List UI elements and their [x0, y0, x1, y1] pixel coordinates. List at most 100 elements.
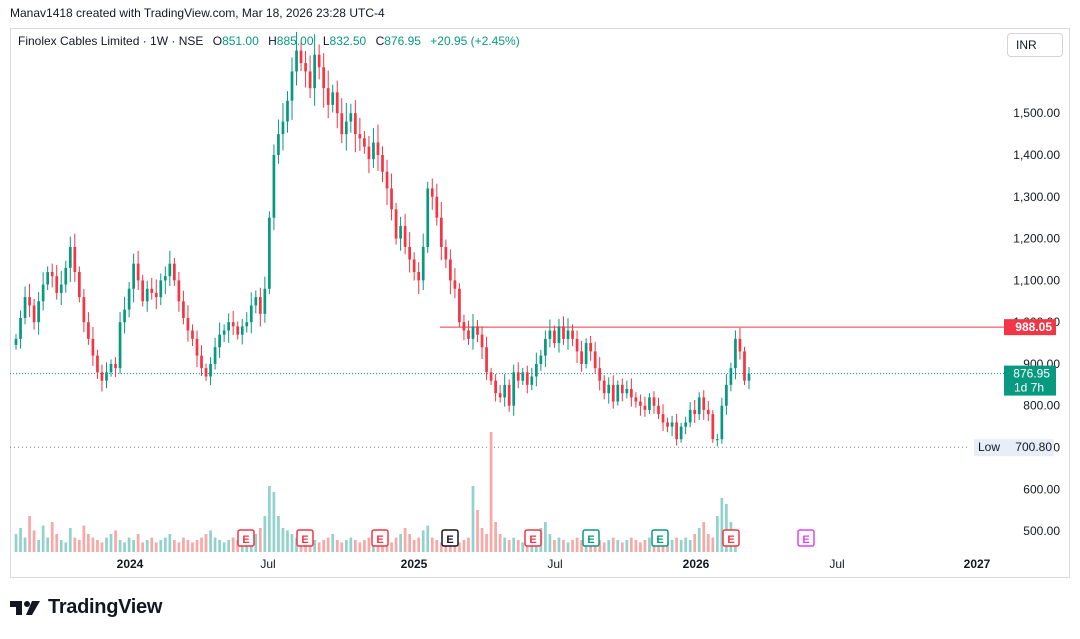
volume-bar — [349, 537, 353, 552]
earnings-marker-label: E — [727, 534, 734, 546]
countdown-label: 1d 7h — [1014, 381, 1044, 395]
candle-body — [390, 188, 393, 210]
candle-body — [14, 338, 18, 345]
candle-body — [530, 376, 534, 385]
volume-bar — [611, 537, 615, 552]
volume-bar — [367, 537, 371, 552]
candle-body — [607, 384, 611, 394]
volume-bar — [87, 534, 90, 552]
volume-bar — [566, 542, 570, 552]
y-tick-label: 600.00 — [1023, 482, 1060, 496]
earnings-marker-label: E — [301, 534, 308, 546]
candle-body — [231, 322, 235, 327]
volume-bar — [408, 534, 412, 552]
candle-body — [702, 397, 706, 410]
candle-body — [100, 372, 104, 381]
candle-body — [109, 363, 113, 373]
candle-body — [358, 134, 362, 139]
volume-bar — [630, 537, 633, 552]
candle-body — [335, 92, 339, 114]
volume-bar — [503, 537, 507, 552]
candle-body — [308, 71, 312, 89]
earnings-marker-label: E — [587, 534, 594, 546]
candle-body — [127, 288, 131, 310]
candle-body — [145, 288, 149, 302]
volume-bar — [28, 516, 31, 552]
candle-body — [227, 322, 231, 331]
volume-bar — [648, 537, 651, 552]
candle-body — [734, 338, 737, 369]
volume-bar — [150, 537, 154, 552]
candle-body — [521, 372, 525, 381]
volume-bar — [263, 516, 267, 552]
candle-body — [281, 121, 285, 135]
earnings-marker — [237, 529, 255, 547]
candle-body — [209, 363, 212, 377]
volume-bar — [634, 540, 638, 552]
volume-bar — [77, 540, 81, 552]
candle-body — [200, 355, 203, 369]
candle-body — [675, 422, 678, 440]
volume-bar — [403, 528, 407, 552]
volume-bar — [177, 542, 181, 552]
volume-bar — [358, 542, 362, 552]
volume-bar — [553, 540, 556, 552]
candle-body — [41, 284, 45, 302]
candle-body — [630, 389, 633, 398]
last-price-label: 876.95 — [1013, 367, 1050, 381]
high-label: H — [268, 34, 277, 48]
volume-bar — [363, 540, 366, 552]
candle-body — [118, 322, 122, 369]
candle-body — [154, 292, 158, 298]
volume-bar — [182, 537, 185, 552]
candle-body — [648, 397, 651, 410]
volume-bar — [720, 498, 724, 552]
earnings-marker — [441, 529, 459, 547]
currency-button[interactable]: INR — [1007, 33, 1063, 57]
candle-body — [720, 405, 724, 440]
candle-body — [141, 280, 145, 302]
y-tick-label: 1,200.00 — [1013, 232, 1060, 246]
candle-body — [412, 259, 416, 273]
volume-bar — [639, 542, 642, 552]
candle-body — [50, 272, 54, 277]
volume-bar — [467, 537, 470, 552]
x-tick-label: Jul — [260, 557, 275, 571]
volume-bar — [480, 528, 484, 552]
candle-body — [670, 422, 674, 427]
earnings-marker — [651, 529, 669, 547]
earnings-marker-label: E — [529, 534, 536, 546]
candle-body — [679, 426, 683, 440]
candle-body — [304, 63, 307, 72]
candle-body — [204, 368, 208, 377]
resistance-price-label: 988.05 — [1015, 320, 1052, 334]
volume-bar — [123, 542, 126, 552]
change-value: +20.95 (+2.45%) — [430, 34, 520, 48]
candle-body — [725, 384, 728, 406]
y-tick-label: 1,100.00 — [1013, 273, 1060, 287]
earnings-marker — [296, 529, 314, 547]
volume-bar — [684, 537, 688, 552]
x-tick-label: 2027 — [964, 557, 991, 571]
volume-bar — [702, 522, 706, 552]
volume-bar — [163, 537, 167, 552]
volume-bar — [127, 537, 131, 552]
candle-body — [593, 351, 597, 369]
volume-bar — [571, 540, 574, 552]
candle-body — [697, 397, 701, 415]
tradingview-logo[interactable]: TradingView — [10, 596, 162, 619]
volume-bar — [394, 537, 398, 552]
candle-body — [557, 326, 561, 344]
volume-bar — [430, 537, 434, 552]
low-price-tag — [974, 439, 1054, 457]
candle-body — [421, 246, 425, 281]
volume-bar — [258, 528, 262, 552]
candle-body — [471, 326, 475, 339]
chart-legend: Finolex Cables Limited · 1W · NSE O851.0… — [18, 34, 520, 48]
volume-bar — [73, 537, 77, 552]
candle-body — [163, 276, 167, 281]
earnings-marker-label: E — [376, 534, 383, 546]
candle-body — [132, 263, 135, 289]
